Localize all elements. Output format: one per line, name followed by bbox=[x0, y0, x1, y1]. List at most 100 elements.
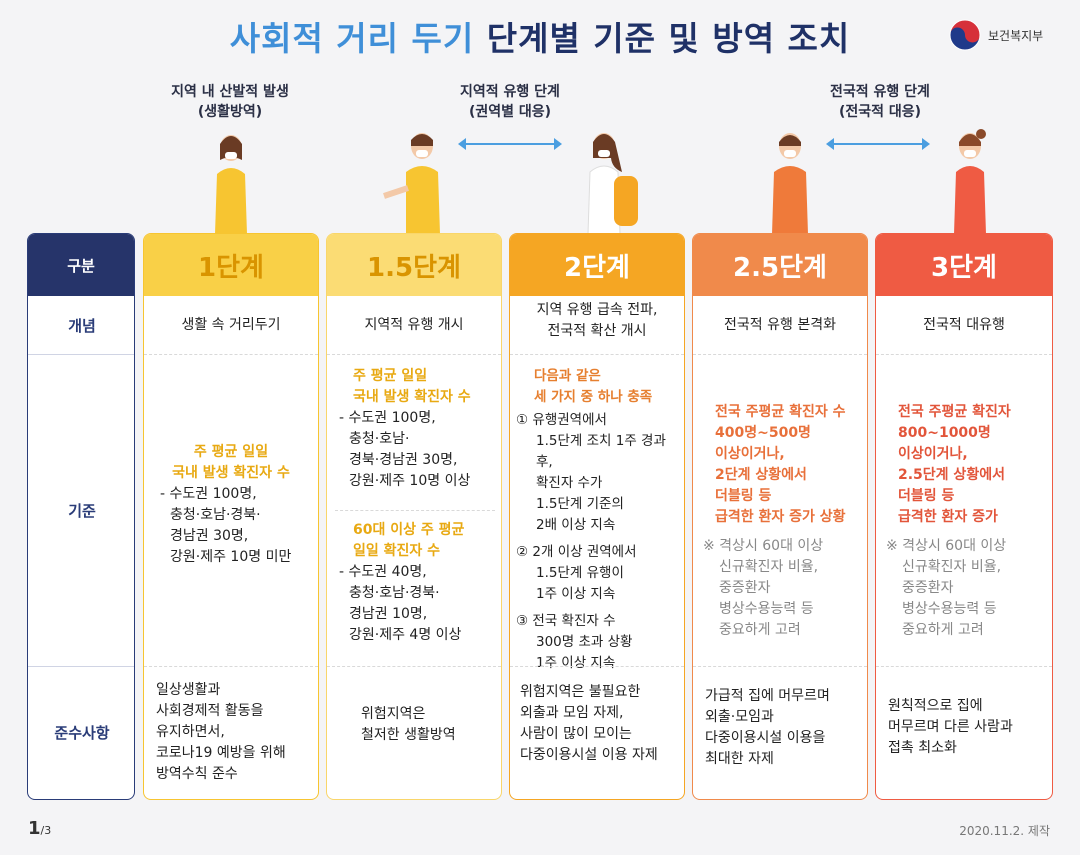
criteria-heading-line: 60대 이상 주 평균 bbox=[353, 522, 465, 538]
criteria-line: 경남권 30명, bbox=[170, 528, 249, 544]
criteria-line: 1주 이상 지속 bbox=[536, 586, 616, 602]
double-arrow-icon bbox=[458, 138, 562, 150]
criteria-heading-line: 전국 주평균 확진자 수 bbox=[715, 404, 846, 420]
compliance-line: 외출·모임과 bbox=[705, 709, 774, 725]
person-illustration-icon bbox=[772, 133, 808, 234]
criteria-line: 1.5단계 조치 1주 경과 후, bbox=[536, 433, 666, 470]
phase-local-sub: (생활방역) bbox=[197, 104, 263, 120]
level-2-5-compliance: 가급적 집에 머무르며 외출·모임과 다중이용시설 이용을 최대한 자제 bbox=[693, 686, 867, 770]
concept-line: 지역 유행 급속 전파, bbox=[536, 302, 658, 318]
level-2-criteria: 다음과 같은 세 가지 중 하나 충족 ① 유행권역에서 1.5단계 조치 1주… bbox=[510, 366, 684, 674]
criteria-line: 강원·제주 10명 미만 bbox=[170, 549, 292, 565]
title-part1: 사회적 거리 두기 bbox=[229, 19, 475, 58]
phase-national-sub: (전국적 대응) bbox=[838, 104, 922, 120]
level-1-5-compliance: 위험지역은 철저한 생활방역 bbox=[327, 704, 501, 746]
compliance-line: 위험지역은 bbox=[361, 706, 426, 722]
criteria-heading-line: 다음과 같은 bbox=[534, 368, 601, 384]
level-1-concept: 생활 속 거리두기 bbox=[181, 316, 281, 333]
criteria-heading-line: 급격한 환자 증가 상황 bbox=[715, 509, 846, 525]
concept-line: 전국적 확산 개시 bbox=[547, 323, 647, 339]
criteria-heading-line: 국내 발생 확진자 수 bbox=[172, 465, 290, 481]
level-3-column: 3단계 전국적 대유행 전국 주평균 확진자 800~1000명 이상이거나, … bbox=[875, 233, 1053, 800]
criteria-heading-line: 일일 확진자 수 bbox=[353, 543, 441, 559]
note-line: ※ 격상시 60대 이상 bbox=[703, 538, 824, 554]
compliance-line: 머무르며 다른 사람과 bbox=[888, 719, 1013, 735]
note-line: 병상수용능력 등 bbox=[902, 601, 997, 617]
row-label-column: 구분 개념 기준 준수사항 bbox=[27, 233, 135, 800]
level-1-5-criteria: 주 평균 일일 국내 발생 확진자 수 - 수도권 100명, 충청·호남· 경… bbox=[327, 366, 501, 492]
level-3-header: 3단계 bbox=[876, 234, 1052, 296]
production-date: 2020.11.2. 제작 bbox=[959, 824, 1050, 838]
criteria-heading-line: 세 가지 중 하나 충족 bbox=[534, 389, 653, 405]
note-line: 병상수용능력 등 bbox=[719, 601, 814, 617]
concept-label: 개념 bbox=[68, 316, 96, 335]
criteria-line: 경남권 10명, bbox=[349, 606, 428, 622]
criteria-heading-line: 급격한 환자 증가 bbox=[898, 509, 998, 525]
criteria-heading-line: 2.5단계 상황에서 bbox=[898, 467, 1005, 483]
compliance-line: 원칙적으로 집에 bbox=[888, 698, 983, 714]
person-illustration-icon bbox=[383, 133, 440, 234]
criteria-line: 충청·호남·경북· bbox=[170, 507, 261, 523]
compliance-line: 코로나19 예방을 위해 bbox=[156, 745, 286, 761]
level-3-criteria: 전국 주평균 확진자 800~1000명 이상이거나, 2.5단계 상황에서 더… bbox=[876, 402, 1052, 528]
double-arrow-icon bbox=[826, 138, 930, 150]
criteria-line: - 수도권 100명, bbox=[160, 486, 257, 502]
note-line: 중증환자 bbox=[719, 580, 771, 596]
criteria-heading-line: 이상이거나, bbox=[715, 446, 785, 462]
page-indicator: 1/3 bbox=[28, 818, 51, 839]
level-2-5-criteria: 전국 주평균 확진자 수 400명~500명 이상이거나, 2단계 상황에서 더… bbox=[693, 402, 867, 536]
compliance-label: 준수사항 bbox=[54, 724, 110, 742]
compliance-line: 가급적 집에 머무르며 bbox=[705, 688, 830, 704]
level-2-5-header: 2.5단계 bbox=[693, 234, 867, 296]
person-illustration-icon bbox=[954, 129, 986, 234]
page-title: 사회적 거리 두기 단계별 기준 및 방역 조치 bbox=[0, 12, 1080, 60]
level-3-concept: 전국적 대유행 bbox=[923, 316, 1005, 333]
criteria-line: 확진자 수가 bbox=[536, 475, 603, 491]
level-2-5-concept: 전국적 유행 본격화 bbox=[724, 316, 836, 333]
level-table: 구분 개념 기준 준수사항 1단계 생활 속 거리두기 주 평균 일일 국내 발… bbox=[27, 233, 1053, 800]
compliance-line: 최대한 자제 bbox=[705, 751, 774, 767]
criteria-heading-line: 800~1000명 bbox=[898, 425, 991, 441]
criteria-label: 기준 bbox=[68, 501, 96, 520]
criteria-heading-line: 더블링 등 bbox=[715, 488, 772, 504]
ministry-name: 보건복지부 bbox=[988, 28, 1044, 43]
criteria-line: 2배 이상 지속 bbox=[536, 517, 616, 533]
criteria-line: ③ 전국 확진자 수 bbox=[516, 613, 616, 629]
compliance-line: 외출과 모임 자제, bbox=[520, 705, 624, 721]
note-line: 중요하게 고려 bbox=[902, 622, 984, 638]
compliance-line: 사람이 많이 모이는 bbox=[520, 726, 632, 742]
criteria-line: 강원·제주 4명 이상 bbox=[349, 627, 462, 643]
criteria-line: 충청·호남·경북· bbox=[349, 585, 440, 601]
phase-regional: 지역적 유행 단계 (권역별 대응) bbox=[420, 82, 600, 122]
criteria-heading-line: 이상이거나, bbox=[898, 446, 968, 462]
compliance-line: 다중이용시설 이용을 bbox=[705, 730, 826, 746]
note-line: 신규확진자 비율, bbox=[902, 559, 1002, 575]
title-part2: 단계별 기준 및 방역 조치 bbox=[486, 19, 851, 58]
compliance-line: 사회경제적 활동을 bbox=[156, 703, 264, 719]
level-1-5-header: 1.5단계 bbox=[327, 234, 501, 296]
criteria-line: 1.5단계 유행이 bbox=[536, 565, 624, 581]
level-2-compliance: 위험지역은 불필요한 외출과 모임 자제, 사람이 많이 모이는 다중이용시설 … bbox=[510, 682, 684, 766]
criteria-heading-line: 400명~500명 bbox=[715, 425, 811, 441]
criteria-heading-line: 2단계 상황에서 bbox=[715, 467, 807, 483]
criteria-line: 경북·경남권 30명, bbox=[349, 452, 458, 468]
note-line: ※ 격상시 60대 이상 bbox=[886, 538, 1007, 554]
criteria-line: 충청·호남· bbox=[349, 431, 410, 447]
criteria-heading-line: 국내 발생 확진자 수 bbox=[353, 389, 471, 405]
criteria-line: ② 2개 이상 권역에서 bbox=[516, 544, 637, 560]
phase-local-title: 지역 내 산발적 발생 bbox=[171, 84, 289, 100]
compliance-line: 위험지역은 불필요한 bbox=[520, 684, 641, 700]
phase-regional-title: 지역적 유행 단계 bbox=[460, 84, 560, 100]
compliance-line: 유지하면서, bbox=[156, 724, 225, 740]
compliance-line: 방역수칙 준수 bbox=[156, 766, 238, 782]
ministry-logo: 보건복지부 bbox=[948, 18, 1043, 52]
criteria-line: 300명 초과 상황 bbox=[536, 634, 633, 650]
note-line: 중요하게 고려 bbox=[719, 622, 801, 638]
criteria-heading-line: 주 평균 일일 bbox=[353, 368, 428, 384]
compliance-line: 접촉 최소화 bbox=[888, 740, 957, 756]
phase-national: 전국적 유행 단계 (전국적 대응) bbox=[790, 82, 970, 122]
header-label: 구분 bbox=[28, 234, 134, 296]
person-illustration-icon bbox=[215, 135, 247, 234]
criteria-line: 강원·제주 10명 이상 bbox=[349, 473, 471, 489]
